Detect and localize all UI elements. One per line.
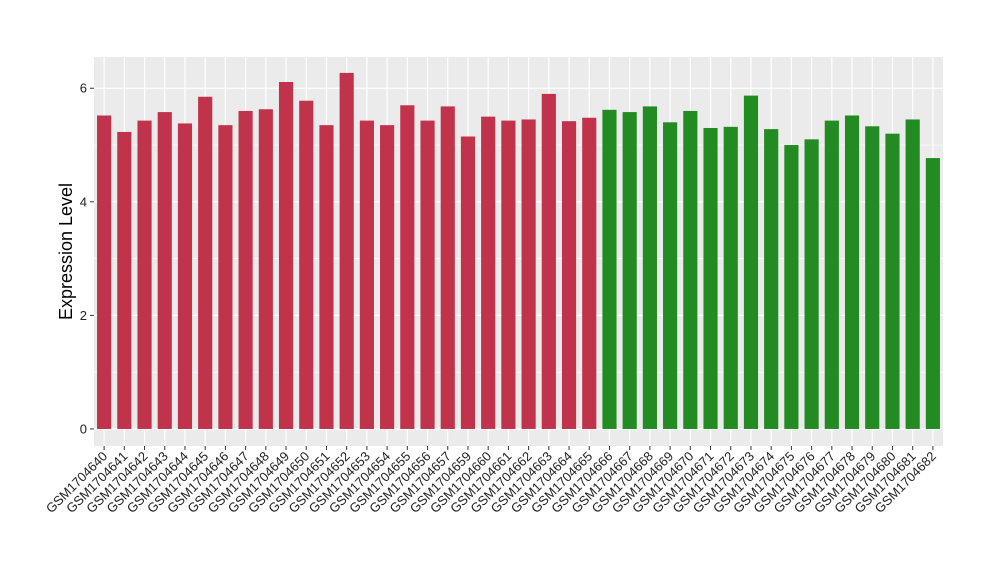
bar [339, 72, 354, 429]
bar [764, 129, 779, 429]
bar [844, 115, 860, 429]
bar [541, 93, 556, 429]
bar [238, 110, 253, 429]
bar [218, 125, 233, 429]
bar [804, 139, 819, 429]
bar [278, 81, 294, 429]
bar [622, 112, 637, 429]
bar [117, 131, 132, 429]
bar [784, 145, 799, 429]
y-tick-label: 4 [80, 194, 87, 209]
y-axis-title: Expression Level [56, 183, 76, 320]
plot-panel [94, 57, 943, 446]
bar [157, 112, 172, 429]
bar [400, 105, 415, 429]
bar [824, 120, 839, 429]
bar [137, 120, 152, 429]
bar [359, 120, 374, 429]
bar [925, 158, 940, 429]
bar [440, 106, 455, 429]
minor-gridlines [94, 144, 943, 373]
bar [521, 119, 536, 429]
bar [258, 109, 273, 429]
bar [602, 109, 617, 429]
x-axis: GSM1704640GSM1704641GSM1704642GSM1704643… [43, 446, 939, 516]
bar [460, 136, 476, 429]
bar [299, 100, 314, 429]
bar [743, 95, 759, 429]
bar [501, 120, 516, 429]
bar [642, 106, 657, 429]
bar [663, 122, 678, 429]
bar [905, 119, 920, 429]
y-tick-label: 2 [80, 308, 87, 323]
bar [865, 126, 880, 429]
y-axis: 0 2 4 6 [80, 81, 94, 436]
y-tick-label: 0 [80, 421, 87, 436]
bar [683, 110, 698, 429]
y-tick-label: 6 [80, 81, 87, 96]
bar [198, 96, 213, 429]
bar [723, 126, 738, 429]
bar [481, 116, 496, 429]
bar [97, 115, 112, 429]
bar [703, 127, 718, 429]
bar [561, 121, 577, 429]
bars [97, 72, 940, 429]
bar [177, 123, 193, 429]
bar [885, 133, 900, 429]
bar [380, 125, 395, 429]
bar [582, 117, 597, 429]
bar [319, 125, 334, 429]
bar [420, 120, 435, 429]
